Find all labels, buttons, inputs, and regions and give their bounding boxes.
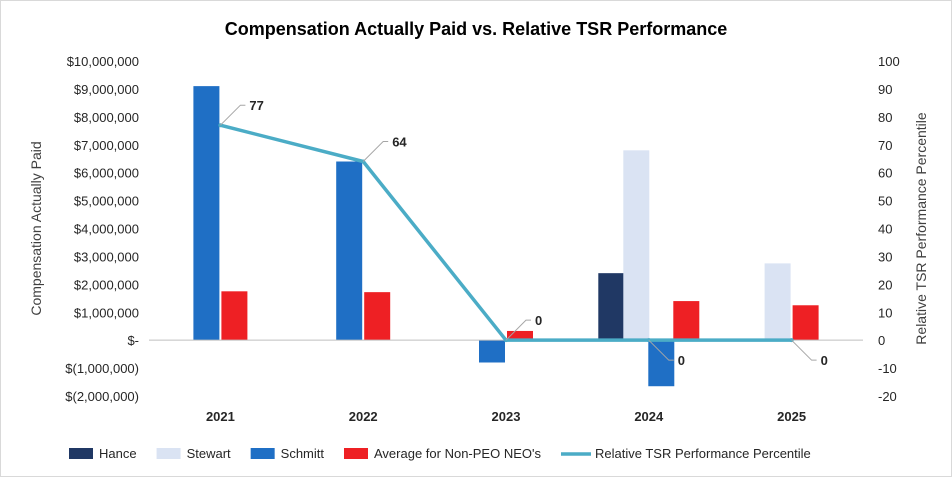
y-tick-label: $6,000,000 — [74, 166, 139, 181]
tsr-line — [219, 123, 792, 342]
y2-tick-label: 100 — [878, 54, 900, 69]
y-tick-label: $5,000,000 — [74, 194, 139, 209]
bar-stewart — [764, 263, 791, 341]
y-tick-label: $(1,000,000) — [65, 361, 139, 376]
y2-tick-label: 20 — [878, 277, 892, 292]
legend-label: Relative TSR Performance Percentile — [595, 446, 811, 461]
y-tick-label: $7,000,000 — [74, 138, 139, 153]
legend-swatch — [250, 448, 275, 459]
y2-tick-label: 80 — [878, 110, 892, 125]
legend-swatch — [344, 448, 368, 459]
y-tick-label: $4,000,000 — [74, 222, 139, 237]
x-category-label: 2022 — [349, 409, 378, 424]
y2-tick-label: 70 — [878, 138, 892, 153]
legend-label: Average for Non-PEO NEO's — [374, 446, 541, 461]
x-category-label: 2024 — [634, 409, 664, 424]
y2-tick-label: 40 — [878, 222, 892, 237]
tsr-data-label: 0 — [821, 353, 828, 368]
bar-average-for-non-peo-neo-s — [221, 291, 248, 341]
bar-average-for-non-peo-neo-s — [673, 301, 700, 341]
bar-average-for-non-peo-neo-s — [364, 292, 391, 341]
bar-stewart — [623, 150, 650, 341]
y-tick-label: $3,000,000 — [74, 249, 139, 264]
legend-label: Stewart — [187, 446, 231, 461]
y-tick-label: $1,000,000 — [74, 305, 139, 320]
tsr-data-label: 0 — [535, 313, 542, 328]
legend-label: Schmitt — [281, 446, 325, 461]
y-tick-label: $8,000,000 — [74, 110, 139, 125]
y-tick-label: $9,000,000 — [74, 82, 139, 97]
bar-schmitt — [193, 86, 220, 341]
y2-tick-label: -20 — [878, 389, 897, 404]
bar-schmitt — [648, 340, 675, 387]
tsr-label-leader — [791, 339, 817, 361]
x-category-label: 2025 — [777, 409, 806, 424]
y2-tick-label: 10 — [878, 305, 892, 320]
bar-schmitt — [479, 340, 505, 363]
legend-swatch — [156, 448, 181, 459]
tsr-label-leader — [648, 339, 674, 361]
y2-axis-title: Relative TSR Performance Percentile — [913, 112, 929, 345]
y-tick-label: $- — [127, 333, 139, 348]
y-tick-label: $10,000,000 — [67, 54, 139, 69]
x-category-label: 2023 — [492, 409, 521, 424]
y2-tick-label: 30 — [878, 249, 892, 264]
tsr-data-label: 0 — [678, 353, 685, 368]
tsr-label-leader — [505, 319, 531, 341]
x-category-label: 2021 — [206, 409, 235, 424]
chart-title: Compensation Actually Paid vs. Relative … — [225, 19, 728, 39]
y2-tick-label: -10 — [878, 361, 897, 376]
tsr-label-leader — [220, 104, 246, 126]
bar-schmitt — [336, 161, 363, 341]
y2-tick-label: 60 — [878, 166, 892, 181]
tsr-data-label: 77 — [249, 98, 263, 113]
y-tick-label: $(2,000,000) — [65, 389, 139, 404]
bar-hance — [598, 273, 625, 341]
legend-swatch — [69, 448, 93, 459]
y2-tick-label: 90 — [878, 82, 892, 97]
tsr-label-leader — [362, 141, 389, 162]
y2-tick-label: 50 — [878, 194, 892, 209]
bar-average-for-non-peo-neo-s — [792, 305, 819, 341]
tsr-data-label: 64 — [392, 135, 407, 150]
bar-average-for-non-peo-neo-s — [507, 330, 533, 341]
legend-label: Hance — [99, 446, 137, 461]
y-axis-title: Compensation Actually Paid — [28, 141, 44, 315]
y2-tick-label: 0 — [878, 333, 885, 348]
y-tick-label: $2,000,000 — [74, 277, 139, 292]
